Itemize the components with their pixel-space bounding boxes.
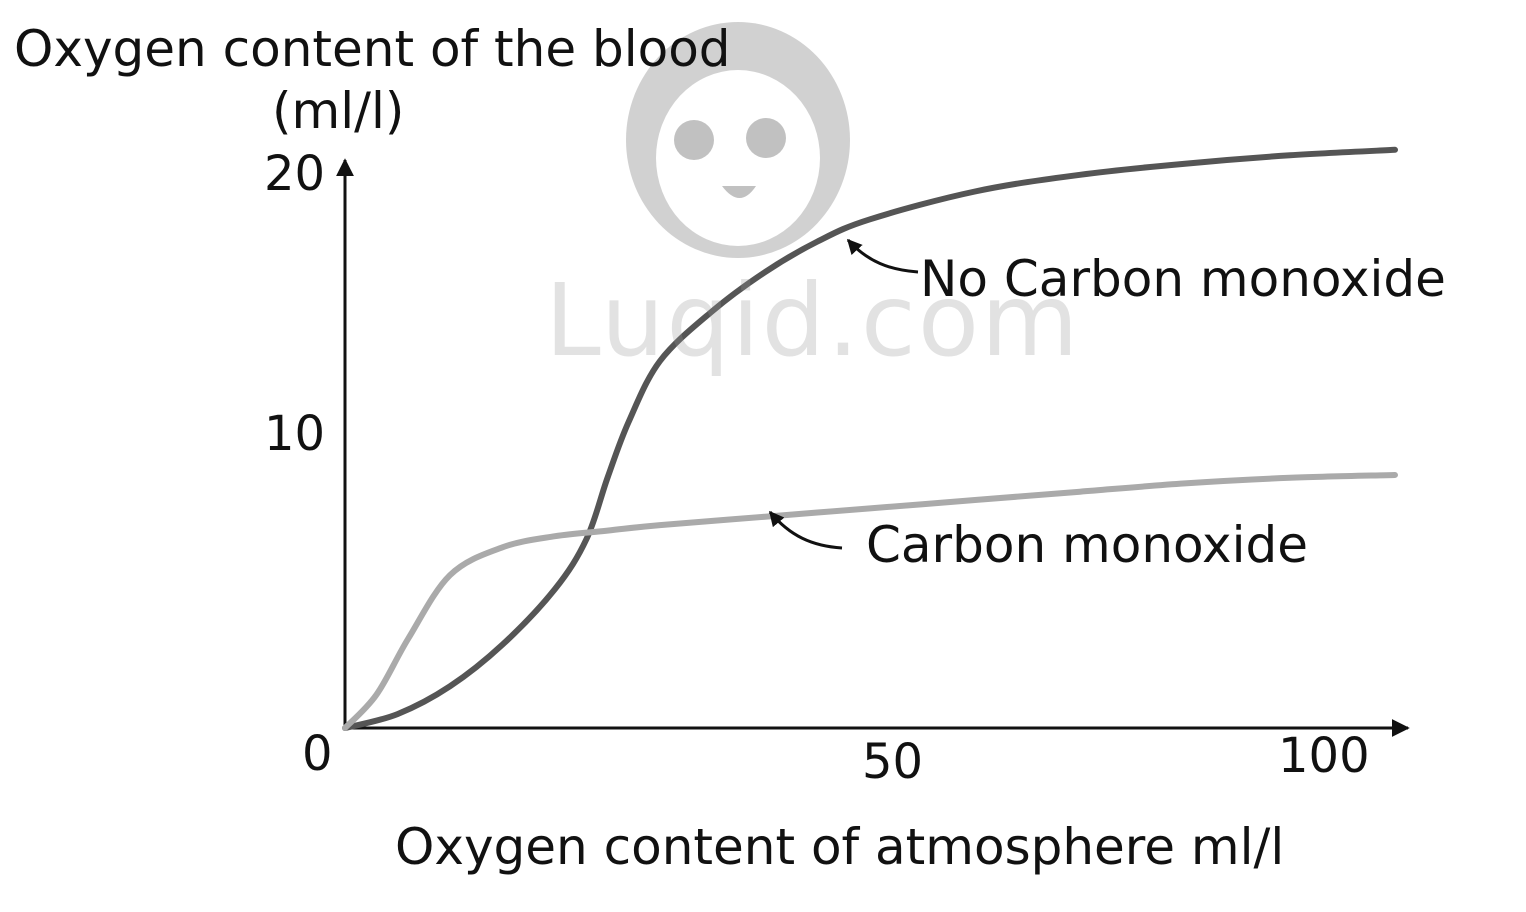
y-tick-label-10: 10 (264, 406, 326, 462)
x-tick-label-50: 50 (862, 734, 924, 790)
annotation-arrow-no-carbon-monoxide (846, 238, 919, 274)
annotation-arrow-carbon-monoxide (768, 510, 843, 550)
mascot-watermark (626, 22, 850, 258)
y-tick-label-20: 20 (264, 146, 326, 202)
origin-label: 0 (302, 726, 333, 782)
annotation-label-no-carbon-monoxide: No Carbon monoxide (920, 250, 1446, 308)
watermark-text: Luqid.com (545, 262, 1081, 379)
x-tick-label-100: 100 (1278, 728, 1370, 784)
annotation-label-carbon-monoxide: Carbon monoxide (866, 516, 1309, 574)
y-axis-unit: (ml/l) (272, 82, 405, 140)
series-line-carbon-monoxide (342, 472, 1398, 731)
x-axis-title: Oxygen content of atmosphere ml/l (395, 818, 1285, 876)
series-line-no-carbon-monoxide (342, 146, 1398, 731)
y-axis-title: Oxygen content of the blood (14, 20, 731, 78)
